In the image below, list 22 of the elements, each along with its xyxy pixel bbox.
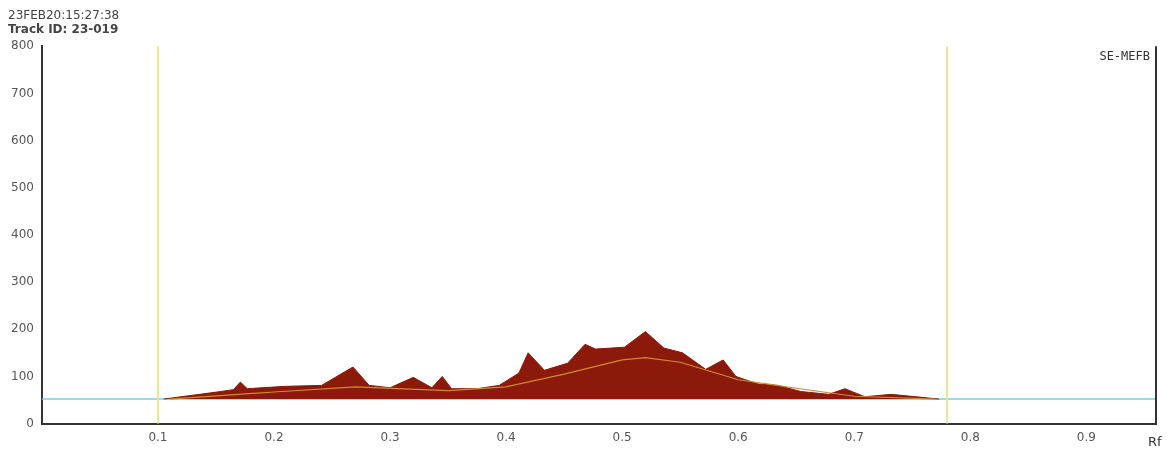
x-tick-label: 0.6 [728, 429, 748, 444]
y-tick-label: 300 [11, 274, 34, 289]
x-tick-label: 0.9 [1076, 429, 1096, 444]
chart-subtitle: Track ID: 23-019 [8, 22, 120, 36]
x-tick-label: 0.3 [380, 429, 400, 444]
x-tick-label: 0.8 [960, 429, 980, 444]
y-tick-label: 700 [11, 85, 34, 100]
y-tick-label: 100 [11, 368, 34, 383]
x-tick-label: 0.2 [264, 429, 284, 444]
y-tick-label: 400 [11, 227, 34, 242]
x-tick-label: 0.1 [148, 429, 168, 444]
y-tick-label: 500 [11, 179, 34, 194]
x-tick-label: 0.4 [496, 429, 516, 444]
y-tick-label: 800 [11, 38, 34, 53]
x-axis-title: Rf [1148, 433, 1163, 449]
chart-title: 23FEB20:15:27:38 [8, 8, 121, 22]
x-tick-label: 0.5 [612, 429, 632, 444]
x-tick-label: 0.7 [844, 429, 864, 444]
annotation: SE-MEFB [1099, 49, 1150, 64]
y-tick-label: 0 [26, 415, 34, 430]
y-tick-label: 600 [11, 132, 34, 147]
y-tick-label: 200 [11, 321, 34, 336]
